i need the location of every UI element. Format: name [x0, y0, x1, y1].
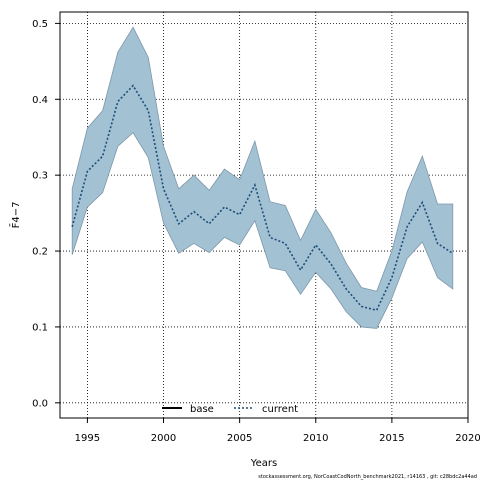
confidence-band-layer [71, 26, 454, 329]
x-tick-label: 1995 [75, 433, 100, 444]
legend: base current [162, 404, 298, 415]
series-line-current [71, 84, 454, 312]
y-tick-label: 0.5 [32, 19, 48, 30]
x-axis-ticks: 1995 2000 2005 2010 2015 2020 [75, 418, 480, 444]
legend-label-current: current [262, 404, 298, 415]
series-line-layer [71, 84, 454, 312]
y-tick-label: 0.3 [32, 171, 48, 182]
x-tick-label: 2020 [455, 433, 480, 444]
x-tick-label: 2005 [227, 433, 252, 444]
y-tick-label: 0.1 [32, 322, 48, 333]
y-tick-label: 0.2 [32, 247, 48, 258]
caption: stockassessment.org, NorCoastCodNorth_be… [258, 474, 477, 480]
x-axis-label: Years [250, 458, 277, 469]
confidence-band [71, 26, 454, 329]
legend-label-base: base [190, 404, 214, 415]
y-axis-label: F̄4−7 [9, 202, 22, 229]
y-tick-label: 0.0 [32, 398, 48, 409]
x-tick-label: 2000 [151, 433, 176, 444]
y-tick-label: 0.4 [32, 95, 48, 106]
y-axis-ticks: 0.0 0.1 0.2 0.3 0.4 0.5 [32, 19, 60, 409]
x-tick-label: 2015 [379, 433, 404, 444]
x-tick-label: 2010 [303, 433, 328, 444]
plot-frame [59, 11, 469, 419]
